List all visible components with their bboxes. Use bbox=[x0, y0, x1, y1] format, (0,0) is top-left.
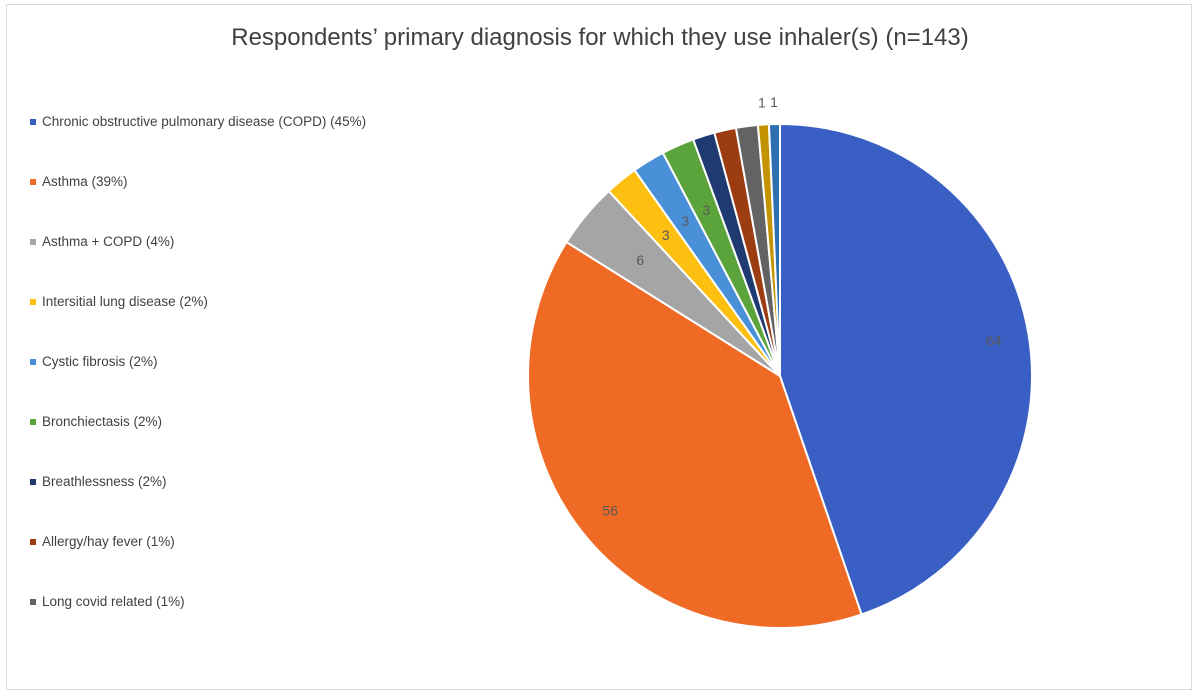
legend-label: Breathlessness (2%) bbox=[42, 474, 167, 489]
slice-data-label: 64 bbox=[986, 332, 1002, 348]
legend-item: Long covid related (1%) bbox=[30, 592, 382, 612]
pie-slice bbox=[527, 240, 863, 629]
legend-item: Breathlessness (2%) bbox=[30, 472, 382, 492]
legend-item: Chronic obstructive pulmonary disease (C… bbox=[30, 112, 382, 132]
chart-title: Respondents’ primary diagnosis for which… bbox=[231, 24, 969, 51]
legend-item: Allergy/hay fever (1%) bbox=[30, 532, 382, 552]
legend-label: Chronic obstructive pulmonary disease (C… bbox=[42, 114, 367, 129]
slice-data-label: 1 bbox=[758, 95, 766, 111]
slice-data-label: 3 bbox=[681, 213, 689, 229]
legend-label: Asthma (39%) bbox=[42, 174, 128, 189]
legend-swatch bbox=[30, 119, 36, 125]
slice-data-label: 56 bbox=[602, 503, 618, 519]
legend-label: Asthma + COPD (4%) bbox=[42, 234, 175, 249]
legend-item: Asthma + COPD (4%) bbox=[30, 232, 382, 252]
legend-swatch bbox=[30, 359, 36, 365]
legend-swatch bbox=[30, 419, 36, 425]
legend-item: Cystic fibrosis (2%) bbox=[30, 352, 382, 372]
legend-label: Long covid related (1%) bbox=[42, 594, 185, 609]
legend-label: Bronchiectasis (2%) bbox=[42, 414, 163, 429]
slice-data-label: 6 bbox=[636, 252, 644, 268]
legend-swatch bbox=[30, 239, 36, 245]
slice-data-label: 1 bbox=[770, 94, 778, 110]
legend-item: Asthma (39%) bbox=[30, 172, 382, 192]
pie-slice bbox=[767, 122, 781, 377]
pie-slice bbox=[779, 122, 1033, 616]
legend-swatch bbox=[30, 179, 36, 185]
legend-swatch bbox=[30, 599, 36, 605]
legend-label: Intersitial lung disease (2%) bbox=[42, 294, 208, 309]
legend-label: Cystic fibrosis (2%) bbox=[42, 354, 158, 369]
legend-swatch bbox=[30, 479, 36, 485]
legend-swatch bbox=[30, 539, 36, 545]
legend-item: Intersitial lung disease (2%) bbox=[30, 292, 382, 312]
slice-data-label: 3 bbox=[703, 202, 711, 218]
legend-swatch bbox=[30, 299, 36, 305]
legend-label: Allergy/hay fever (1%) bbox=[42, 534, 175, 549]
legend-item: Bronchiectasis (2%) bbox=[30, 412, 382, 432]
slice-data-label: 3 bbox=[662, 227, 670, 243]
